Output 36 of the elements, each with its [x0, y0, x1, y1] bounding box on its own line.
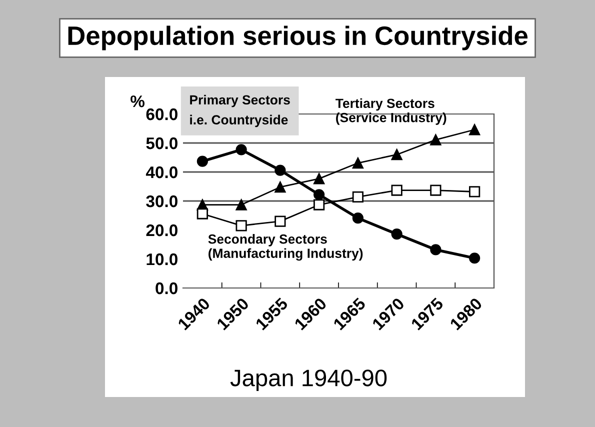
- point: [236, 220, 247, 232]
- point: [469, 124, 480, 136]
- y-tick-label: 10.0: [146, 253, 178, 266]
- point: [430, 184, 442, 196]
- point: [391, 184, 402, 196]
- x-axis-title: Japan 1940-90: [230, 370, 387, 392]
- point: [391, 149, 402, 160]
- y-tick-label: 20.0: [146, 224, 178, 236]
- point: [469, 186, 480, 198]
- text: Primary Sectors i.e. Countryside: [190, 94, 290, 128]
- point: [236, 144, 247, 156]
- point: [352, 212, 364, 224]
- y-axis-title: %: [130, 95, 145, 108]
- point: [314, 199, 325, 210]
- point: [236, 199, 247, 210]
- y-tick-label: 0.0: [156, 282, 178, 294]
- point: [196, 208, 208, 220]
- chart-title: Depopulation serious in Countryside: [68, 26, 528, 50]
- y-tick-label: 40.0: [146, 166, 178, 178]
- point: [352, 191, 364, 202]
- point: [469, 252, 480, 264]
- point: [314, 189, 325, 200]
- series-label: Secondary Sectors (Manufacturing Industry): [208, 234, 363, 261]
- y-tick-label: 50.0: [146, 137, 178, 150]
- point: [274, 182, 286, 193]
- point: [430, 134, 442, 146]
- y-tick-label: 60.0: [146, 108, 178, 120]
- point: [196, 156, 208, 167]
- point: [314, 173, 325, 184]
- series-label: Tertiary Sectors (Service Industry): [336, 98, 446, 125]
- point: [430, 244, 442, 256]
- point: [391, 228, 402, 240]
- point: [274, 216, 286, 227]
- point: [352, 157, 364, 169]
- point: [274, 164, 286, 176]
- y-tick-label: 30.0: [146, 195, 178, 208]
